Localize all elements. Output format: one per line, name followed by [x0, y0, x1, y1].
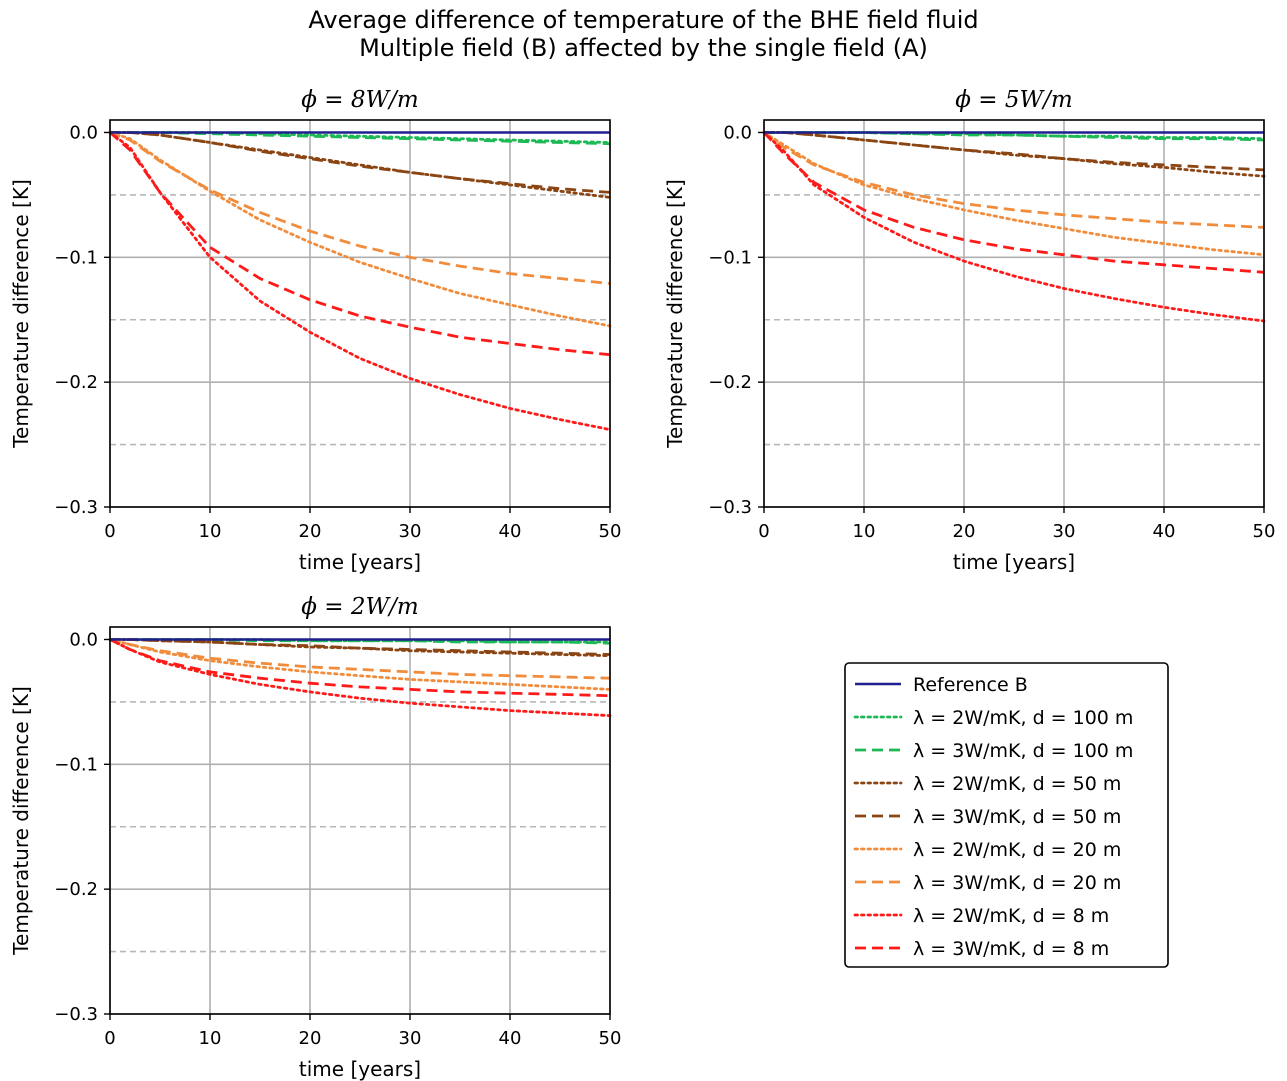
y-tick-label: −0.3	[54, 497, 98, 518]
x-tick-label: 0	[104, 1028, 115, 1049]
y-tick-label: −0.1	[708, 247, 752, 268]
plot-area	[110, 627, 610, 1014]
axes-frame	[109, 626, 611, 1015]
y-tick-label: −0.2	[54, 372, 98, 393]
legend-label: λ = 2W/mK, d = 100 m	[913, 707, 1133, 729]
legend-label: λ = 3W/mK, d = 8 m	[913, 938, 1109, 960]
y-tick-label: 0.0	[69, 629, 98, 650]
x-axis-label: time [years]	[953, 550, 1075, 574]
legend-label: λ = 2W/mK, d = 50 m	[913, 773, 1121, 795]
x-tick-label: 0	[104, 521, 115, 542]
y-axis-label: Temperature difference [K]	[9, 179, 33, 449]
series-line	[110, 131, 611, 194]
x-tick-label: 40	[499, 1028, 522, 1049]
series-line	[110, 638, 611, 656]
legend-box	[844, 662, 1169, 968]
x-tick-label: 0	[758, 521, 769, 542]
series-line	[109, 638, 611, 698]
series-line	[108, 131, 612, 432]
x-axis-label: time [years]	[299, 550, 421, 574]
plot-area	[764, 120, 1264, 507]
legend-label: λ = 2W/mK, d = 20 m	[913, 839, 1121, 861]
y-tick-label: −0.1	[54, 247, 98, 268]
panel-title: ϕ = 8W/m	[301, 87, 418, 113]
panel-title: ϕ = 5W/m	[955, 87, 1072, 113]
plot-area	[110, 120, 610, 507]
legend-label: λ = 3W/mK, d = 100 m	[913, 740, 1133, 762]
y-tick-label: −0.2	[54, 879, 98, 900]
y-axis-label: Temperature difference [K]	[663, 179, 687, 449]
x-tick-label: 50	[599, 521, 622, 542]
x-tick-label: 50	[1253, 521, 1276, 542]
series-line	[108, 638, 612, 717]
axes-frame	[763, 119, 1265, 508]
legend-label: λ = 3W/mK, d = 20 m	[913, 872, 1121, 894]
legend-label: λ = 2W/mK, d = 8 m	[913, 905, 1109, 927]
x-tick-label: 30	[1053, 521, 1076, 542]
y-tick-label: −0.3	[54, 1004, 98, 1025]
legend: Reference B λ = 2W/mK, d = 100 m λ = 3W/mK…	[844, 662, 1169, 968]
x-tick-label: 20	[299, 521, 322, 542]
x-tick-label: 50	[599, 1028, 622, 1049]
y-tick-label: 0.0	[723, 122, 752, 143]
series-line	[764, 131, 1265, 172]
y-tick-label: −0.3	[708, 497, 752, 518]
series-line	[762, 131, 1266, 323]
y-tick-label: −0.2	[708, 372, 752, 393]
x-tick-label: 40	[499, 521, 522, 542]
x-tick-label: 20	[299, 1028, 322, 1049]
series-line	[762, 131, 1265, 274]
x-tick-label: 10	[853, 521, 876, 542]
x-tick-label: 20	[953, 521, 976, 542]
figure-subtitle: Multiple field (B) affected by the singl…	[359, 34, 928, 62]
series-line	[109, 131, 611, 285]
legend-label: Reference B	[913, 674, 1028, 696]
series-line	[108, 638, 612, 691]
series-line	[109, 638, 611, 680]
x-tick-label: 40	[1153, 521, 1176, 542]
legend-label: λ = 3W/mK, d = 50 m	[913, 806, 1121, 828]
y-tick-label: −0.1	[54, 754, 98, 775]
x-tick-label: 30	[399, 521, 422, 542]
chart-panel-2: 0 10 20 30 40 50 0.0 −0.1 −0.2 −0.3 time [years] Te…	[663, 87, 1275, 574]
panel-title: ϕ = 2W/m	[301, 594, 418, 620]
figure-title: Average difference of temperature of the…	[308, 6, 979, 34]
axes-frame	[109, 119, 611, 508]
x-axis-label: time [years]	[299, 1057, 421, 1081]
figure-title-block: Average difference of temperature of the…	[0, 6, 1287, 62]
y-axis-label: Temperature difference [K]	[9, 686, 33, 956]
series-line	[763, 131, 1265, 229]
x-tick-label: 10	[199, 521, 222, 542]
chart-panel-3: 0 10 20 30 40 50 0.0 −0.1 −0.2 −0.3 time [years] Te…	[9, 594, 621, 1081]
series-line	[762, 131, 1266, 178]
series-line	[109, 131, 611, 357]
y-tick-label: 0.0	[69, 122, 98, 143]
chart-panel-1: 0 10 20 30 40 50 0.0 −0.1 −0.2 −0.3 time [years] Te…	[9, 87, 621, 574]
x-tick-label: 30	[399, 1028, 422, 1049]
x-tick-label: 10	[199, 1028, 222, 1049]
